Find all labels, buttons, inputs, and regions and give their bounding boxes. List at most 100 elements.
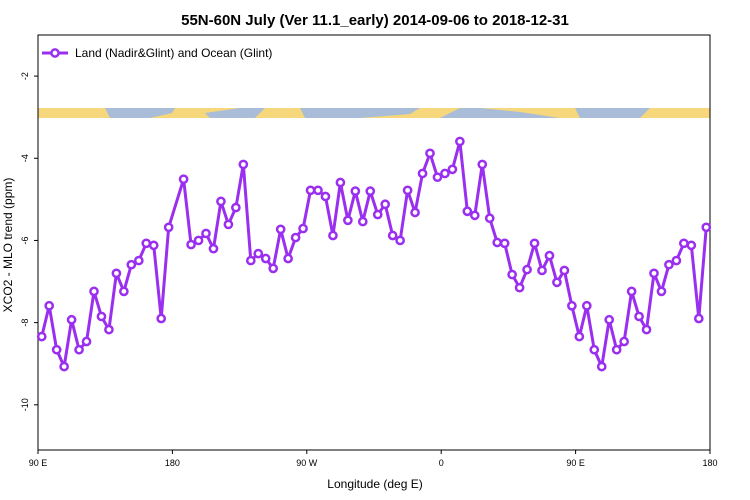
x-tick-label: 180 xyxy=(702,458,717,468)
data-point xyxy=(686,240,697,251)
x-tick-label: 90 E xyxy=(566,458,585,468)
data-point xyxy=(365,186,376,196)
y-tick-label: -10 xyxy=(20,398,30,411)
data-point xyxy=(156,313,167,324)
data-point xyxy=(402,185,413,196)
data-point xyxy=(671,255,682,266)
data-point xyxy=(74,344,84,355)
data-point xyxy=(320,191,331,202)
data-point xyxy=(283,253,293,264)
data-point xyxy=(260,253,271,264)
data-point xyxy=(275,224,286,235)
data-point xyxy=(604,314,615,325)
y-tick-label: -4 xyxy=(20,154,30,162)
x-tick-label: 90 E xyxy=(29,458,48,468)
data-line xyxy=(40,139,708,369)
data-point xyxy=(462,206,473,217)
data-point xyxy=(126,259,137,270)
data-point xyxy=(679,238,689,249)
data-point xyxy=(372,209,383,220)
data-point xyxy=(51,344,62,355)
data-point xyxy=(298,223,308,234)
y-tick-label: -8 xyxy=(20,319,30,327)
data-point xyxy=(343,215,353,226)
legend-label: Land (Nadir&Glint) and Ocean (Glint) xyxy=(75,46,272,60)
data-point xyxy=(440,168,450,179)
data-point xyxy=(335,177,346,188)
data-point xyxy=(66,314,77,325)
data-point xyxy=(193,235,204,246)
data-point xyxy=(425,148,435,159)
y-tick-label: -2 xyxy=(20,72,30,80)
data-point xyxy=(634,311,644,322)
x-tick-label: 0 xyxy=(439,458,444,468)
data-point xyxy=(447,164,458,175)
data-point xyxy=(238,159,249,170)
x-axis-label: Longitude (deg E) xyxy=(327,477,422,491)
data-point xyxy=(522,264,532,275)
data-point xyxy=(626,286,637,297)
data-point xyxy=(537,265,547,276)
data-point xyxy=(574,331,585,342)
data-point xyxy=(148,240,159,251)
data-point xyxy=(290,232,301,243)
data-point xyxy=(477,159,488,170)
data-point xyxy=(36,331,47,342)
data-point xyxy=(641,324,652,335)
data-point xyxy=(410,207,420,218)
map-strip xyxy=(38,108,710,118)
data-point xyxy=(231,202,241,213)
data-point xyxy=(111,268,122,279)
data-point xyxy=(104,324,114,335)
data-point xyxy=(163,222,174,233)
data-point xyxy=(223,219,234,230)
data-point xyxy=(492,237,503,248)
data-point xyxy=(499,238,510,249)
data-point xyxy=(208,243,219,254)
data-point xyxy=(133,255,144,266)
data-point xyxy=(357,216,368,227)
data-point xyxy=(559,265,570,276)
data-point xyxy=(44,300,55,311)
data-point xyxy=(544,250,555,261)
data-point xyxy=(186,239,196,250)
data-point xyxy=(96,311,107,322)
data-point xyxy=(328,230,338,241)
data-point xyxy=(507,269,517,280)
data-point xyxy=(305,185,316,196)
x-tick-label: 180 xyxy=(165,458,180,468)
data-point xyxy=(268,263,279,274)
data-point xyxy=(484,213,495,224)
data-point xyxy=(656,286,667,297)
legend-marker xyxy=(50,48,60,58)
data-point xyxy=(589,344,600,355)
data-point xyxy=(455,136,465,147)
data-point xyxy=(59,361,69,372)
data-point xyxy=(596,361,607,372)
x-tick-label: 90 W xyxy=(296,458,318,468)
data-point xyxy=(693,313,704,324)
data-point xyxy=(552,277,562,288)
data-point xyxy=(245,255,256,266)
data-point xyxy=(216,196,226,207)
data-point xyxy=(201,228,211,239)
data-point xyxy=(380,199,391,210)
data-point xyxy=(417,168,428,179)
data-point xyxy=(313,185,323,196)
data-point xyxy=(432,172,443,183)
data-point xyxy=(619,336,629,347)
data-point xyxy=(253,248,264,259)
plot-frame xyxy=(37,34,711,451)
data-point xyxy=(469,210,480,221)
data-point xyxy=(611,344,622,355)
data-point xyxy=(514,282,525,293)
data-point xyxy=(581,300,592,311)
chart-title: 55N-60N July (Ver 11.1_early) 2014-09-06… xyxy=(181,12,569,29)
data-point xyxy=(701,222,712,233)
data-point xyxy=(119,286,129,297)
data-point xyxy=(529,238,540,249)
data-point xyxy=(664,259,674,270)
data-point xyxy=(81,336,92,347)
data-point xyxy=(395,235,405,246)
